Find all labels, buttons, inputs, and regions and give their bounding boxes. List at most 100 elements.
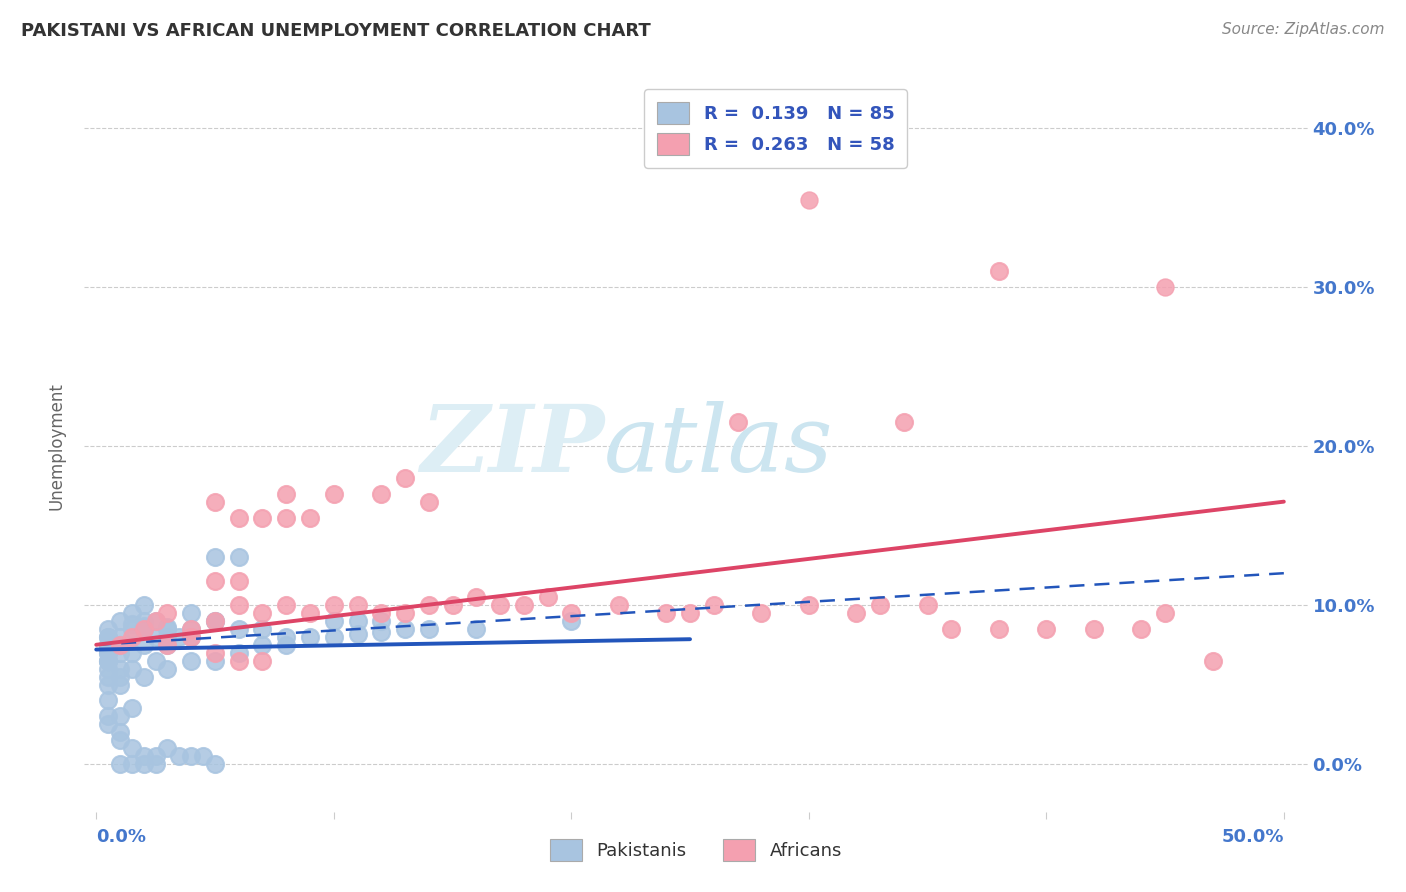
Point (797, 598, 820, 612)
Point (156, 638, 179, 652)
Point (108, 630, 131, 644)
Point (97, 693, 120, 707)
Point (180, 654, 202, 668)
Point (180, 630, 202, 644)
Point (108, 733, 131, 747)
Point (97, 662, 120, 676)
Point (204, 757, 226, 772)
Point (108, 662, 131, 676)
Point (132, 614, 155, 628)
Y-axis label: Unemployment: Unemployment (48, 382, 66, 510)
Point (97, 669, 120, 683)
Point (1130, 622, 1153, 636)
Point (169, 630, 191, 644)
Point (204, 550, 226, 565)
Point (418, 598, 440, 612)
Point (228, 598, 250, 612)
Point (298, 606, 321, 620)
Point (607, 598, 630, 612)
Point (322, 614, 344, 628)
Text: Source: ZipAtlas.com: Source: ZipAtlas.com (1222, 22, 1385, 37)
Point (228, 510, 250, 524)
Point (346, 626, 368, 640)
Point (132, 598, 155, 612)
Point (97, 638, 120, 652)
Point (703, 598, 725, 612)
Point (180, 606, 202, 620)
Point (121, 701, 143, 715)
Point (987, 264, 1010, 278)
Point (97, 654, 120, 668)
Point (204, 646, 226, 660)
Point (191, 749, 214, 764)
Point (346, 614, 368, 628)
Point (370, 614, 392, 628)
Point (394, 471, 416, 485)
Point (145, 630, 167, 644)
Point (394, 606, 416, 620)
Point (108, 709, 131, 723)
Point (987, 622, 1010, 636)
Point (97, 630, 120, 644)
Point (108, 757, 131, 772)
Point (145, 757, 167, 772)
Point (108, 638, 131, 652)
Point (727, 415, 749, 429)
Point (322, 486, 344, 500)
Point (121, 617, 143, 632)
Point (1154, 606, 1177, 620)
Point (108, 646, 131, 660)
Point (204, 494, 226, 508)
Point (276, 486, 298, 500)
Text: 0.0%: 0.0% (96, 828, 146, 846)
Point (180, 622, 202, 636)
Point (869, 598, 891, 612)
Point (156, 741, 179, 756)
Point (156, 662, 179, 676)
Point (97, 709, 120, 723)
Point (560, 606, 582, 620)
Point (97, 654, 120, 668)
Point (252, 638, 274, 652)
Point (941, 622, 963, 636)
Point (276, 510, 298, 524)
Point (132, 622, 155, 636)
Point (108, 725, 131, 739)
Point (156, 620, 179, 634)
Point (370, 606, 392, 620)
Point (156, 630, 179, 644)
Point (121, 741, 143, 756)
Point (418, 622, 440, 636)
Point (121, 630, 143, 644)
Point (97, 646, 120, 660)
Point (276, 630, 298, 644)
Point (132, 757, 155, 772)
Point (370, 625, 392, 640)
Point (180, 622, 202, 636)
Point (441, 598, 464, 612)
Point (298, 510, 321, 524)
Point (418, 494, 440, 508)
Point (655, 606, 678, 620)
Point (132, 618, 155, 632)
Point (204, 614, 226, 628)
Point (132, 622, 155, 636)
Point (204, 574, 226, 589)
Point (121, 757, 143, 772)
Point (322, 630, 344, 644)
Point (560, 614, 582, 628)
Point (228, 654, 250, 668)
Point (465, 590, 488, 604)
Point (893, 415, 915, 429)
Point (228, 646, 250, 660)
Point (97, 717, 120, 731)
Point (121, 662, 143, 676)
Point (489, 598, 512, 612)
Point (1035, 622, 1057, 636)
Point (228, 622, 250, 636)
Point (145, 654, 167, 668)
Point (797, 193, 820, 207)
Point (917, 598, 939, 612)
Point (204, 614, 226, 628)
Point (169, 749, 191, 764)
